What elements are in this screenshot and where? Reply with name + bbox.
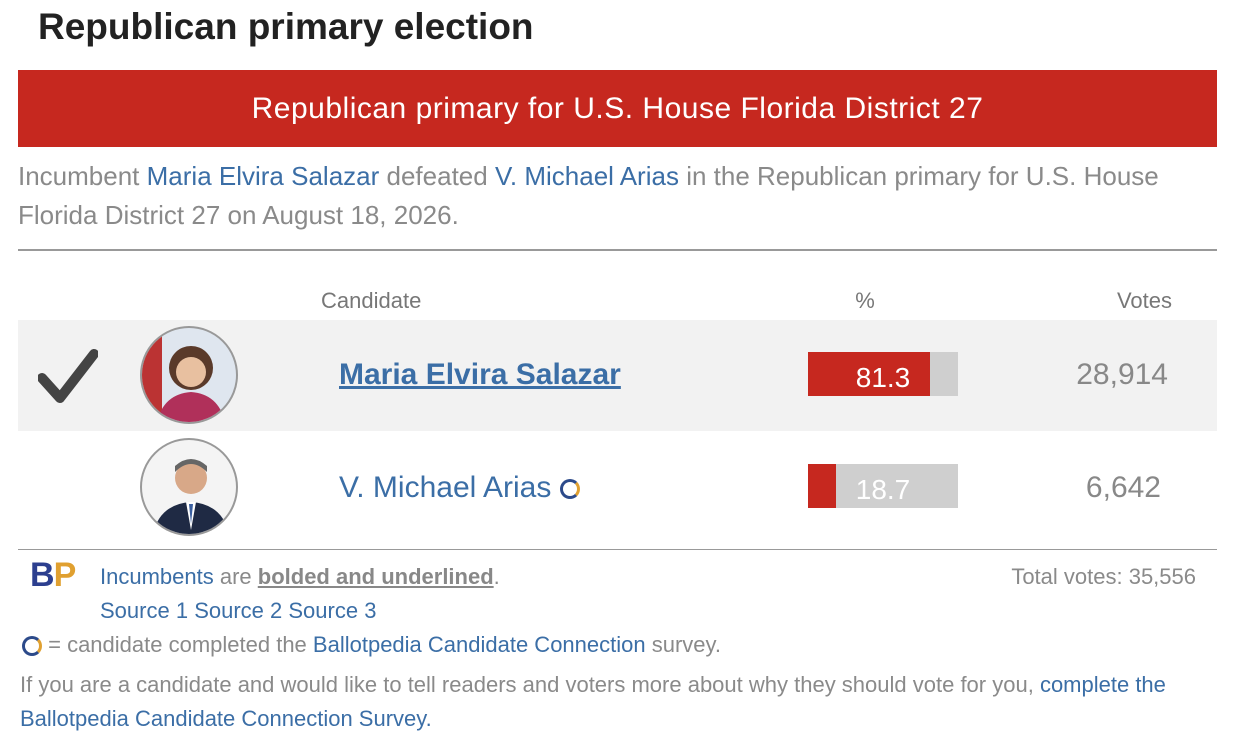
text: survey. bbox=[645, 632, 721, 657]
source-link[interactable]: Source 1 bbox=[100, 598, 189, 623]
text: are bbox=[213, 564, 258, 589]
candidate-link[interactable]: V. Michael Arias bbox=[494, 161, 679, 191]
text: . bbox=[493, 564, 500, 589]
race-description: Incumbent Maria Elvira Salazar defeated … bbox=[18, 157, 1218, 235]
divider bbox=[18, 249, 1217, 251]
percent-bar: 18.7 bbox=[808, 464, 958, 508]
legend-note: Incumbents are bolded and underlined. So… bbox=[100, 560, 570, 628]
column-header: Votes bbox=[1116, 288, 1172, 313]
bold-text: bolded and underlined bbox=[257, 564, 494, 589]
candidate-name-text: V. Michael Arias bbox=[339, 471, 552, 504]
result-row: Maria Elvira Salazar 81.3 28,914 bbox=[18, 320, 1217, 431]
logo-letter: P bbox=[53, 556, 77, 594]
candidate-photo bbox=[140, 326, 238, 424]
survey-note: = candidate completed the Ballotpedia Ca… bbox=[22, 628, 721, 662]
text: in the Republican primary for U.S. House… bbox=[18, 161, 1159, 230]
call-to-action: If you are a candidate and would like to… bbox=[20, 668, 1220, 736]
logo-letter: B bbox=[30, 556, 55, 594]
race-banner: Republican primary for U.S. House Florid… bbox=[18, 70, 1217, 147]
page-title: Republican primary election bbox=[38, 6, 534, 47]
candidate-connection-icon bbox=[559, 479, 580, 500]
divider bbox=[18, 549, 1217, 550]
result-row: V. Michael Arias 18.7 6,642 bbox=[18, 431, 1217, 542]
candidate-name[interactable]: V. Michael Arias bbox=[339, 471, 580, 505]
candidate-name[interactable]: Maria Elvira Salazar bbox=[339, 358, 621, 391]
source-link[interactable]: Source 2 bbox=[194, 598, 283, 623]
text: Incumbent bbox=[18, 161, 147, 191]
percent-fill bbox=[808, 464, 837, 508]
text: If you are a candidate and would like to… bbox=[20, 672, 1040, 697]
link[interactable]: Ballotpedia Candidate Connection bbox=[312, 632, 646, 657]
link[interactable]: complete the Ballotpedia Candidate Conne… bbox=[20, 672, 1166, 731]
percent-label: 18.7 bbox=[855, 474, 911, 505]
source-link[interactable]: Source 3 bbox=[288, 598, 377, 623]
vote-count: 6,642 bbox=[1085, 471, 1161, 504]
percent-label: 81.3 bbox=[855, 362, 911, 393]
link[interactable]: Incumbents bbox=[100, 564, 214, 589]
total-votes: Total votes: 35,556 bbox=[1011, 564, 1196, 589]
candidate-connection-icon bbox=[22, 636, 42, 657]
text: = candidate completed the bbox=[42, 632, 313, 657]
winner-check bbox=[38, 349, 98, 403]
percent-fill bbox=[808, 352, 930, 396]
logo: BP bbox=[30, 556, 77, 595]
column-header: % bbox=[855, 288, 875, 313]
column-header: Candidate bbox=[321, 288, 422, 313]
vote-count: 28,914 bbox=[1076, 358, 1168, 391]
candidate-photo bbox=[140, 438, 238, 536]
text: defeated bbox=[379, 161, 495, 191]
percent-bar: 81.3 bbox=[808, 352, 958, 396]
candidate-link[interactable]: Maria Elvira Salazar bbox=[146, 161, 380, 191]
